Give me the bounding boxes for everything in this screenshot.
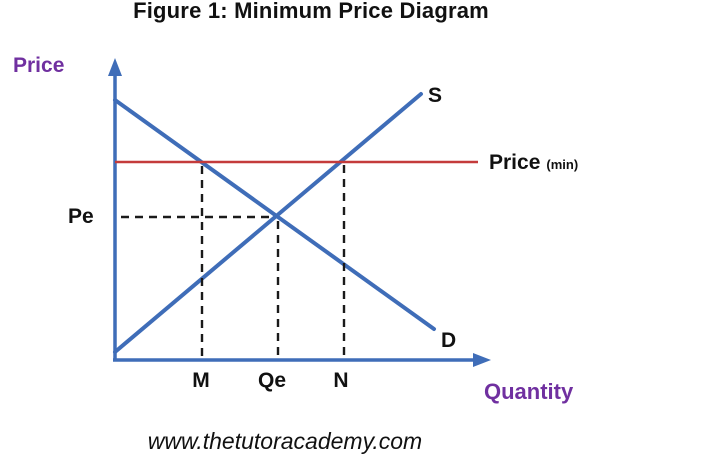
- demand-curve-label: D: [441, 329, 457, 352]
- quantity-tick-m: M: [192, 369, 210, 392]
- quantity-tick-n: N: [333, 369, 349, 392]
- y-axis-title: Price: [13, 54, 65, 77]
- minimum-price-label-sub: (min): [546, 157, 579, 172]
- minimum-price-label: Price (min): [489, 152, 578, 173]
- supply-curve: [113, 92, 423, 354]
- figure-title: Figure 1: Minimum Price Diagram: [133, 0, 489, 23]
- supply-curve-label: S: [428, 84, 443, 107]
- website-url: www.thetutoracademy.com: [147, 428, 423, 454]
- equilibrium-price-label: Pe: [68, 205, 94, 228]
- x-axis-arrow-icon: [473, 353, 491, 367]
- demand-curve: [113, 98, 436, 331]
- x-axis-title: Quantity: [484, 379, 574, 404]
- y-axis-arrow-icon: [108, 58, 122, 76]
- minimum-price-label-main: Price: [489, 151, 541, 174]
- quantity-tick-qe: Qe: [257, 369, 287, 392]
